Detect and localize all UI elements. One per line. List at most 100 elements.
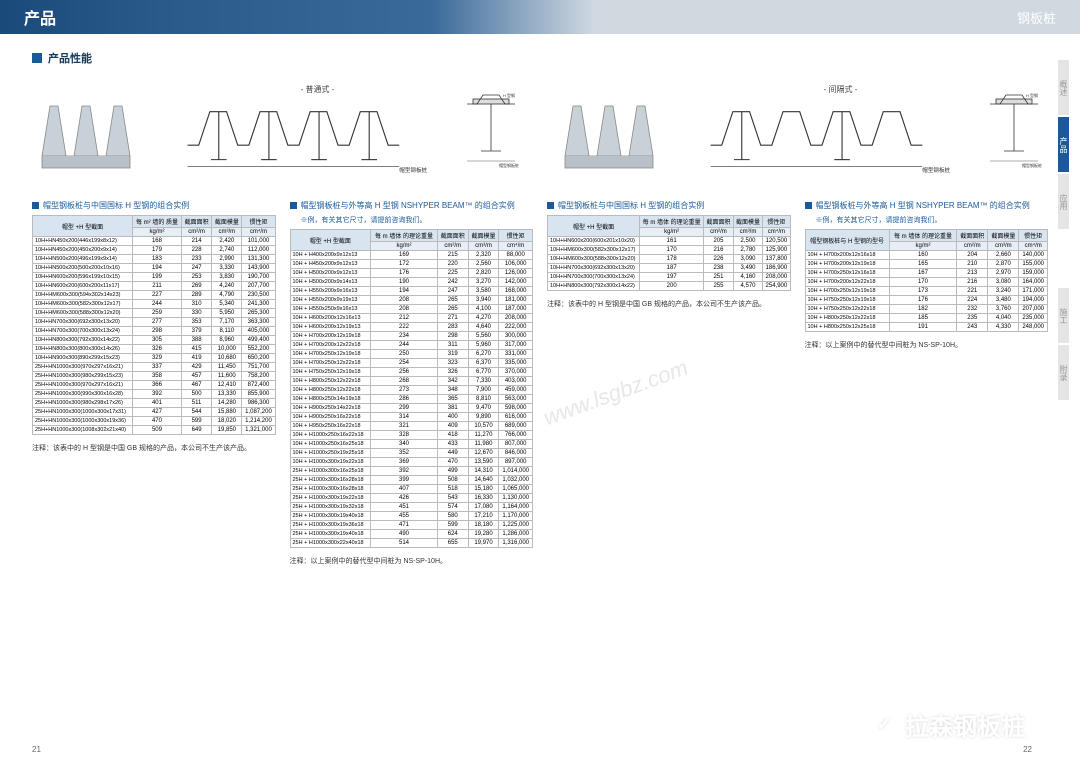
table-row: 10H + H600x200x12x19x132222834,640222,00… bbox=[290, 323, 533, 332]
table-row: 10H + H450x200x9x12x131722202,560106,000 bbox=[290, 260, 533, 269]
table-row: 10H + H1000x250x19x25x1835244912,670846,… bbox=[290, 449, 533, 458]
table-row: 10H + H550x250x9x16x132082654,100187,000 bbox=[290, 305, 533, 314]
table-row: 10H+HN450x200(450x200x9x14)1792282,74011… bbox=[33, 246, 276, 255]
pile-3d-left bbox=[32, 86, 172, 176]
brand-watermark: ✓ 拉森钢板桩 bbox=[869, 707, 1025, 742]
table-row: 10H+HM600x300(582x300x12x17)1702162,7801… bbox=[548, 246, 791, 255]
pile-3d-right bbox=[555, 86, 695, 176]
table-row: 10H + H900x250x16x22x183144009,890616,00… bbox=[290, 413, 533, 422]
table-row: 10H+HM600x300(588x300x12x20)1782263,0901… bbox=[548, 255, 791, 264]
table-row: 10H + H600x200x12x16x132122714,270208,00… bbox=[290, 314, 533, 323]
table-row: 10H + H800x250x14x19x182863658,810563,00… bbox=[290, 395, 533, 404]
table-row: 10H+HN700x300(700x300x13x24)1972514,1602… bbox=[548, 273, 791, 282]
table-row: 10H+HM600x300(582x300x12x17)2443105,3402… bbox=[33, 300, 276, 309]
table-row: 10H + H800x250x12x25x181912434,330248,00… bbox=[805, 323, 1048, 332]
table-row: 10H + H800x250x12x22x181852354,040235,00… bbox=[805, 314, 1048, 323]
table-row: 25H + H1000x300x19x22x1842654316,3301,13… bbox=[290, 494, 533, 503]
table-row: 10H+HM600x300(594x302x14x23)2272894,7902… bbox=[33, 291, 276, 300]
table-row: 10H + H1000x250x16x25x1834043311,980807,… bbox=[290, 440, 533, 449]
table-row: 25H+HN1000x300(1000x300x17x31)42754415,8… bbox=[33, 408, 276, 417]
table-row: 25H + H1000x300x22x40x1851465519,9701,31… bbox=[290, 539, 533, 548]
caption-4: 帽型钢板桩与外等高 H 型钢 NSHYPER BEAM™ 的组合实例 bbox=[805, 200, 1049, 211]
table-row: 10H + H700x200x12x16x181602042,660140,00… bbox=[805, 251, 1048, 260]
table-group-4: 帽型钢板桩与外等高 H 型钢 NSHYPER BEAM™ 的组合实例 ※例，有关… bbox=[805, 200, 1049, 566]
table-row: 25H + H1000x300x19x40x1849062419,2801,28… bbox=[290, 530, 533, 539]
spec-table-2: 帽型 +H 型截面每 m 墙体 的理论重量截面面积截面模量惯性矩 kg/m²cm… bbox=[290, 229, 534, 548]
diagram-row: - 普通式 - 帽型钢板桩 bbox=[32, 76, 1048, 186]
pile-section-right: 帽型钢板桩 bbox=[705, 95, 950, 173]
table-row: 10H + H900x250x14x22x182993819,470598,00… bbox=[290, 404, 533, 413]
svg-text:帽型钢板桩: 帽型钢板桩 bbox=[1022, 162, 1042, 168]
header-title: 产品 bbox=[24, 5, 56, 29]
footnote-1: 注释：该表中的 H 型钢是中国 GB 规格的产品，本公司不生产该产品。 bbox=[32, 443, 276, 453]
table-row: 10H + H800x250x12x22x182683427,330403,00… bbox=[290, 377, 533, 386]
table-row: 10H + H550x200x9x19x132082653,940181,000 bbox=[290, 296, 533, 305]
svg-text:H 型钢: H 型钢 bbox=[503, 92, 515, 98]
section-title: 产品性能 bbox=[32, 50, 1048, 66]
table-row: 10H + H750x250x12x19x181762243,480194,00… bbox=[805, 296, 1048, 305]
table-row: 10H+HN800x300(792x300x14x22)3053888,9604… bbox=[33, 336, 276, 345]
page-header: 产品 钢板桩 bbox=[0, 0, 1080, 34]
diag-type-left: - 普通式 - bbox=[182, 84, 453, 95]
table-row: 10H + H400x200x9x12x131692152,32088,000 bbox=[290, 251, 533, 260]
spec-table-1: 帽型 +H 型截面每 m² 墙的 质量截面面积截面模量惯性矩 kg/m²cm²/… bbox=[32, 215, 276, 435]
table-row: 25H+HN1000x300(970x297x16x21)33742911,45… bbox=[33, 363, 276, 372]
footnote-2: 注释：以上案例中的替代型中间桩为 NS-SP-10H。 bbox=[290, 556, 534, 566]
table-row: 25H+HN1000x300(1008x302x21x40)50964919,8… bbox=[33, 426, 276, 435]
table-row: 25H + H1000x300x19x40x1845558017,2101,17… bbox=[290, 512, 533, 521]
table-row: 25H+HN1000x300(980x298x17x26)40151114,28… bbox=[33, 399, 276, 408]
caption-1: 帽型钢板桩与中国国标 H 型钢的组合实例 bbox=[32, 200, 276, 211]
caption-3: 帽型钢板桩与中国国标 H 型钢的组合实例 bbox=[547, 200, 791, 211]
table-row: 10H+HN900x300(890x299x15x23)32941910,680… bbox=[33, 354, 276, 363]
table-row: 10H+HN500x200(500x200x10x16)1942473,3301… bbox=[33, 264, 276, 273]
table-row: 10H + H700x200x12x19x182342985,560300,00… bbox=[290, 332, 533, 341]
diagram-right: - 间隔式 - 帽型钢板桩 bbox=[555, 76, 1048, 186]
table-row: 10H + H950x250x16x22x1832140910,570689,0… bbox=[290, 422, 533, 431]
table-row: 10H + H500x200x9x12x131762252,820126,000 bbox=[290, 269, 533, 278]
table-row: 10H+HN700x300(692x300x13x20)1872383,4901… bbox=[548, 264, 791, 273]
table-row: 10H+HN600x200(600x200x11x17)2112694,2402… bbox=[33, 282, 276, 291]
table-row: 10H+HN450x200(446x199x8x12)1682142,42010… bbox=[33, 237, 276, 246]
cross-section-left: H 型钢 帽型钢板桩 bbox=[463, 91, 525, 171]
diag-type-right: - 间隔式 - bbox=[705, 84, 976, 95]
svg-text:帽型钢板桩: 帽型钢板桩 bbox=[922, 166, 950, 173]
table-row: 10H + H700x250x12x19x182503196,270331,00… bbox=[290, 350, 533, 359]
table-row: 25H + H1000x300x16x28x1840751815,1801,06… bbox=[290, 485, 533, 494]
table-row: 10H + H500x200x9x14x131902423,270142,000 bbox=[290, 278, 533, 287]
table-row: 10H+HN800x300(800x300x14x26)32641510,000… bbox=[33, 345, 276, 354]
spec-table-4: 帽型钢板桩与 H 型钢的型号每 m 墙体 的理论重量截面面积截面模量惯性矩 kg… bbox=[805, 229, 1049, 332]
table-row: 10H + H750x250x12x22x181822323,760207,00… bbox=[805, 305, 1048, 314]
table-row: 10H+HN800x300(792x300x14x22)2002554,5702… bbox=[548, 282, 791, 291]
table-row: 10H + H700x250x12x19x181732213,240171,00… bbox=[805, 287, 1048, 296]
caption-2: 帽型钢板桩与外等高 H 型钢 NSHYPER BEAM™ 的组合实例 bbox=[290, 200, 534, 211]
diagram-left: - 普通式 - 帽型钢板桩 bbox=[32, 76, 525, 186]
table-row: 25H + H1000x300x16x25x1839249914,3101,01… bbox=[290, 467, 533, 476]
footnote-4: 注释：以上案例中的替代型中间桩为 NS-SP-10H。 bbox=[805, 340, 1049, 350]
table-row: 10H + H700x250x12x16x181672132,970159,00… bbox=[805, 269, 1048, 278]
table-row: 10H + H800x250x12x22x182733487,900459,00… bbox=[290, 386, 533, 395]
page-num-right: 22 bbox=[1023, 745, 1032, 754]
table-row: 10H + H1000x300x19x22x1836947013,590897,… bbox=[290, 458, 533, 467]
svg-text:帽型钢板桩: 帽型钢板桩 bbox=[499, 162, 519, 168]
table-row: 10H+HN700x300(700x300x13x24)2983798,1104… bbox=[33, 327, 276, 336]
table-row: 25H+HN1000x300(980x299x15x23)35845711,60… bbox=[33, 372, 276, 381]
header-subtitle: 钢板桩 bbox=[1017, 8, 1056, 27]
table-row: 25H + H1000x300x16x28x1839950814,6401,03… bbox=[290, 476, 533, 485]
table-row: 25H+HN1000x300(970x297x16x21)36646712,41… bbox=[33, 381, 276, 390]
tables-row: 帽型钢板桩与中国国标 H 型钢的组合实例 帽型 +H 型截面每 m² 墙的 质量… bbox=[32, 200, 1048, 566]
table-row: 25H + H1000x300x19x32x1845157417,0801,16… bbox=[290, 503, 533, 512]
table-row: 10H+HN600x200(600x201x10x20)1612052,5001… bbox=[548, 237, 791, 246]
caption-4-sub: ※例，有关其它尺寸，请提前咨询我们。 bbox=[816, 215, 1049, 225]
pile-section-left: 帽型钢板桩 bbox=[182, 95, 427, 173]
table-row: 10H + H1000x250x16x22x1832841811,270766,… bbox=[290, 431, 533, 440]
svg-text:帽型钢板桩: 帽型钢板桩 bbox=[399, 166, 427, 173]
table-row: 10H + H550x200x9x16x131942473,580168,000 bbox=[290, 287, 533, 296]
content-area: 产品性能 - 普通式 - bbox=[0, 34, 1080, 582]
table-row: 10H+HM600x300(588x300x12x20)2593305,9502… bbox=[33, 309, 276, 318]
table-row: 10H + H700x200x12x22x182443115,960317,00… bbox=[290, 341, 533, 350]
table-row: 10H+HN500x200(496x199x9x14)1832332,99013… bbox=[33, 255, 276, 264]
footnote-3: 注释：该表中的 H 型钢是中国 GB 规格的产品，本公司不生产该产品。 bbox=[547, 299, 791, 309]
table-row: 10H + H700x250x12x22x182543236,370335,00… bbox=[290, 359, 533, 368]
table-row: 10H + H700x200x12x19x181652102,870155,00… bbox=[805, 260, 1048, 269]
table-row: 25H+HN1000x300(990x300x16x28)39250013,33… bbox=[33, 390, 276, 399]
